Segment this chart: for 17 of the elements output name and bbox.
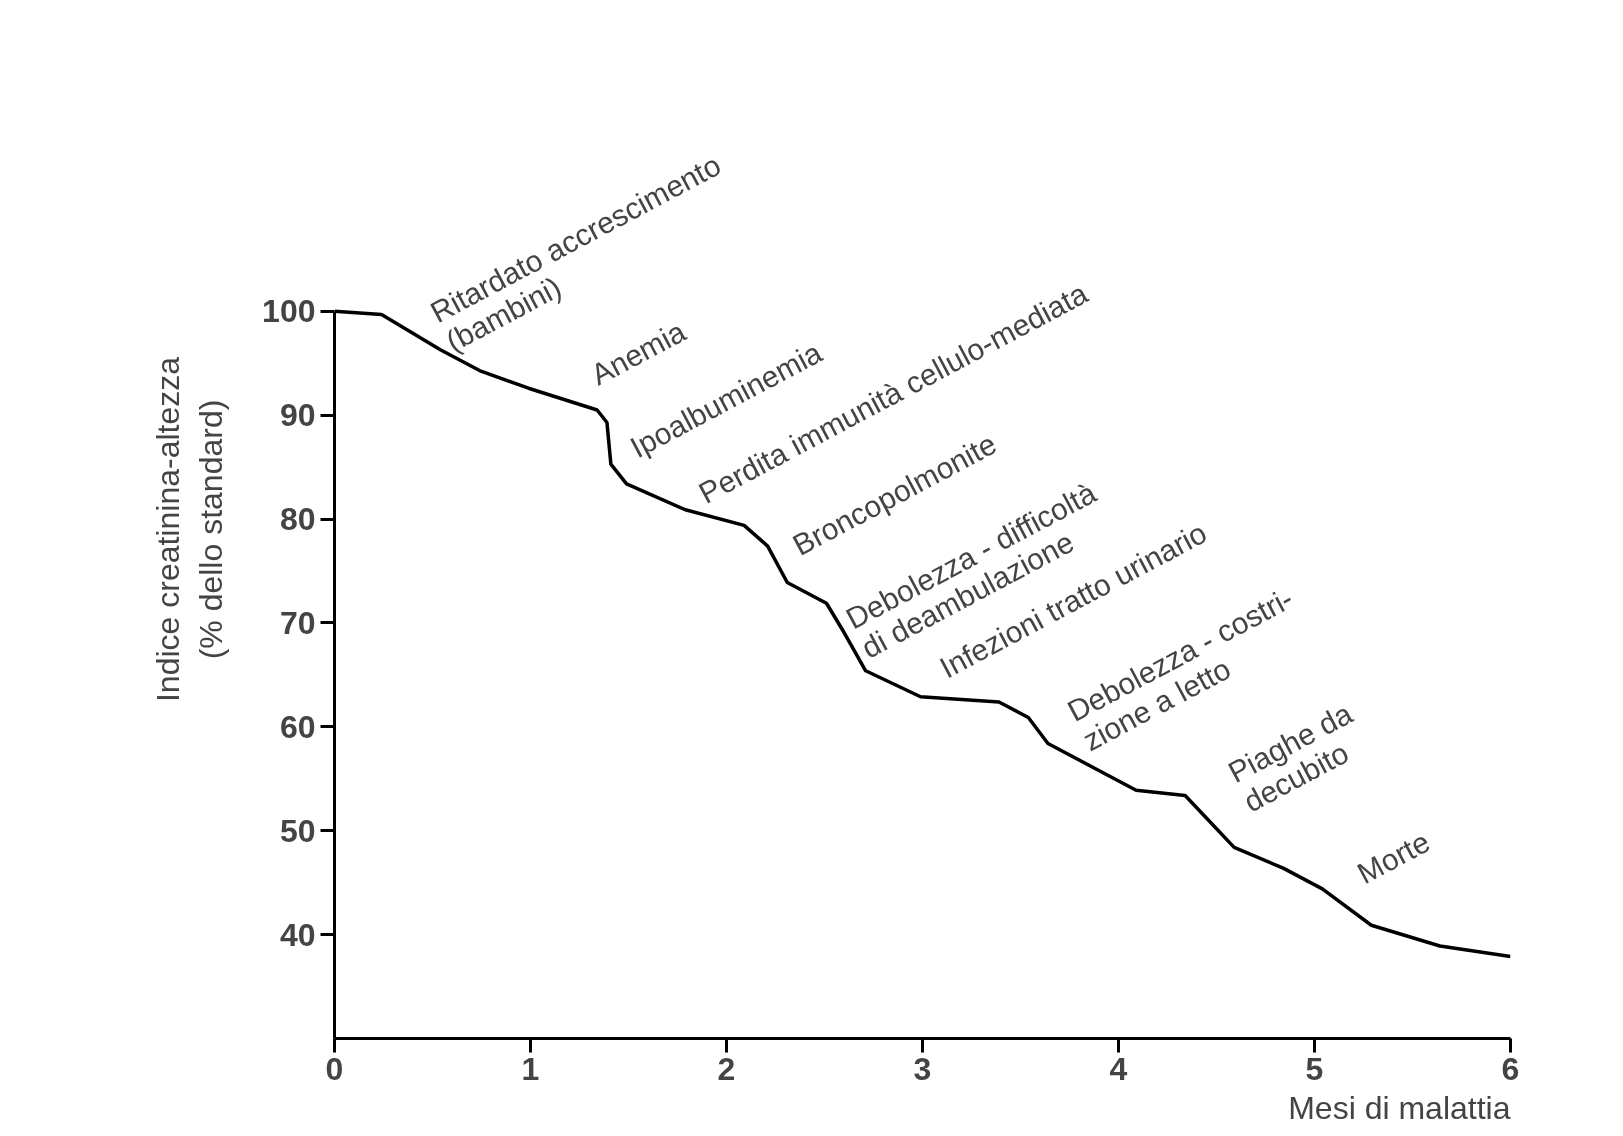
y-tick-label: 60 (279, 708, 316, 745)
x-tick-label: 2 (717, 1050, 736, 1087)
x-tick-label: 3 (913, 1050, 932, 1087)
x-tick-label: 0 (325, 1050, 344, 1087)
x-tick-label: 4 (1109, 1050, 1128, 1087)
y-tick-label: 80 (279, 501, 316, 538)
y-axis-title: Indice creatinina-altezza (% dello standard) (149, 356, 230, 703)
y-tick-label: 90 (279, 397, 316, 434)
y-tick-label: 40 (279, 916, 316, 953)
x-tick-label: 6 (1501, 1050, 1520, 1087)
x-tick-label: 5 (1305, 1050, 1324, 1087)
annotation: Morte (1351, 824, 1436, 890)
y-tick-label: 100 (262, 293, 316, 330)
y-tick-label: 70 (279, 604, 316, 641)
y-tick-label: 50 (279, 812, 316, 849)
x-axis-title: Mesi di malattia (1288, 1089, 1511, 1126)
x-tick-label: 1 (521, 1050, 540, 1087)
